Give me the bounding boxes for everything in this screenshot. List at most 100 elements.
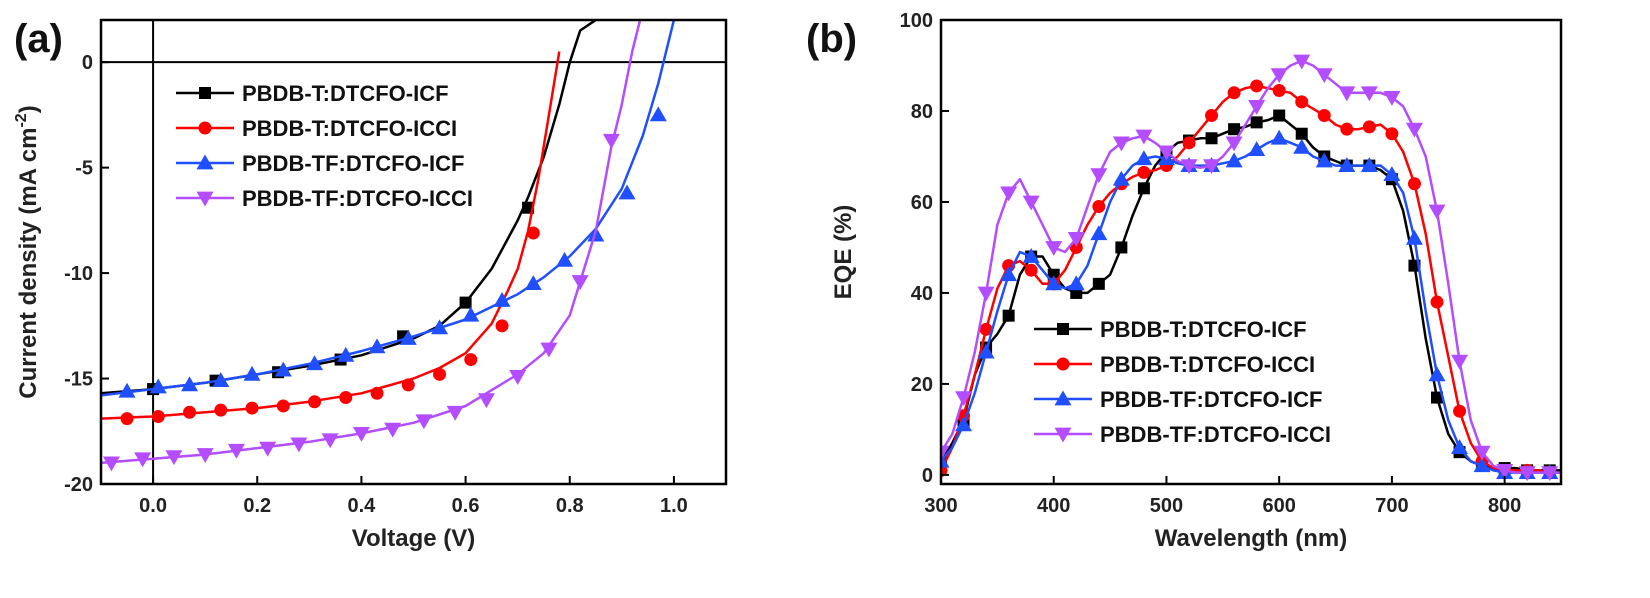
data-point (1092, 277, 1105, 290)
legend-item: PBDB-TF:DTCFO-ICCI (176, 186, 473, 211)
panel-label: (a) (14, 17, 63, 61)
data-point (1496, 463, 1514, 479)
data-point (955, 416, 973, 432)
data-point (134, 452, 152, 468)
data-point (120, 412, 134, 426)
data-point (1000, 266, 1018, 282)
legend-swatch-marker (196, 191, 214, 207)
data-point (1157, 145, 1175, 161)
series-1 (941, 79, 1561, 480)
data-point (602, 133, 620, 149)
data-point (526, 226, 540, 240)
data-point (1295, 95, 1309, 109)
y-axis-label-main: EQE (%) (830, 205, 857, 300)
data-point (1315, 68, 1333, 84)
legend-label: PBDB-TF:DTCFO-ICF (1100, 387, 1322, 412)
data-point (1315, 152, 1333, 168)
legend-item: PBDB-T:DTCFO-ICCI (1034, 352, 1315, 377)
data-point (1383, 166, 1401, 182)
data-point (1407, 177, 1421, 191)
data-point (1405, 122, 1423, 138)
data-point (274, 361, 292, 377)
series-line-2 (101, 20, 676, 397)
x-tick-label: 800 (1488, 495, 1521, 517)
series-line-1 (941, 84, 1561, 474)
data-point (243, 365, 261, 381)
legend-item: PBDB-T:DTCFO-ICCI (176, 116, 457, 141)
data-point (1135, 129, 1153, 145)
data-point (118, 382, 136, 398)
legend-label: PBDB-TF:DTCFO-ICF (242, 151, 464, 176)
x-tick-label: 0.8 (556, 495, 584, 517)
data-point (368, 338, 386, 354)
data-point (955, 391, 973, 407)
legend-swatch-marker (1056, 357, 1070, 371)
data-point (1182, 136, 1196, 150)
data-point (1428, 366, 1446, 382)
legend-label: PBDB-T:DTCFO-ICCI (242, 116, 457, 141)
x-tick-label: 300 (924, 495, 957, 517)
data-point (245, 401, 259, 415)
data-point (337, 346, 355, 362)
data-point (1430, 295, 1444, 309)
data-point (571, 275, 589, 291)
series-line-3 (941, 59, 1561, 474)
data-point (401, 378, 415, 392)
y-tick-label: 0 (922, 465, 933, 487)
series-line-3 (101, 20, 642, 465)
data-point (941, 445, 950, 461)
data-point (556, 251, 574, 267)
x-tick-label: 1.0 (660, 495, 688, 517)
data-point (415, 414, 433, 430)
y-axis-label-close: ) (15, 105, 42, 113)
data-point (1092, 200, 1106, 214)
chart-a-jv-curves: 0.0 0.2 0.4 0.6 0.8 1.0 0 -5 -10 -15 -20 Voltage (V… (13, 17, 728, 552)
legend-swatch-marker (1054, 390, 1072, 406)
data-point (977, 343, 995, 359)
legend-item: PBDB-T:DTCFO-ICF (176, 81, 449, 106)
data-point (1045, 241, 1063, 256)
data-point (1047, 268, 1060, 281)
y-axis-label: Current density (mA cm-2) (13, 105, 42, 398)
data-point (1270, 68, 1288, 84)
data-point (1090, 225, 1108, 241)
data-point (493, 292, 511, 307)
data-point (370, 386, 384, 400)
legend-swatch-marker (199, 87, 211, 99)
data-point (1293, 54, 1311, 70)
data-point (1293, 138, 1311, 154)
data-point (1112, 136, 1130, 152)
data-point (977, 286, 995, 302)
x-tick-label: 400 (1037, 495, 1070, 517)
data-point (1228, 123, 1241, 136)
y-axis-label-main: Current density (mA cm (15, 128, 42, 399)
data-point (1205, 132, 1218, 145)
data-point (524, 275, 542, 291)
data-point (308, 395, 322, 409)
data-point (1115, 241, 1128, 254)
data-point (151, 410, 165, 424)
data-point (1272, 84, 1286, 98)
x-tick-label: 0.0 (139, 495, 167, 517)
legend-label: PBDB-T:DTCFO-ICF (1100, 317, 1307, 342)
series-2 (101, 20, 676, 398)
legend-swatch-marker (1057, 323, 1069, 335)
legend-item: PBDB-T:DTCFO-ICF (1034, 317, 1307, 342)
data-point (1135, 150, 1153, 166)
data-point (1428, 204, 1446, 220)
data-point (495, 319, 509, 333)
y-tick-label: -10 (64, 263, 93, 285)
data-point (183, 405, 197, 419)
data-point (1338, 157, 1356, 172)
legend-swatch-marker (196, 154, 214, 170)
data-point (1203, 159, 1221, 175)
data-point (618, 184, 636, 200)
y-tick-label: 80 (911, 101, 933, 123)
data-point (1250, 79, 1264, 93)
x-tick-label: 600 (1262, 495, 1295, 517)
legend-swatch-marker (198, 121, 212, 135)
data-point (290, 437, 308, 453)
y-tick-label: -20 (64, 474, 93, 496)
data-point (1000, 186, 1018, 202)
